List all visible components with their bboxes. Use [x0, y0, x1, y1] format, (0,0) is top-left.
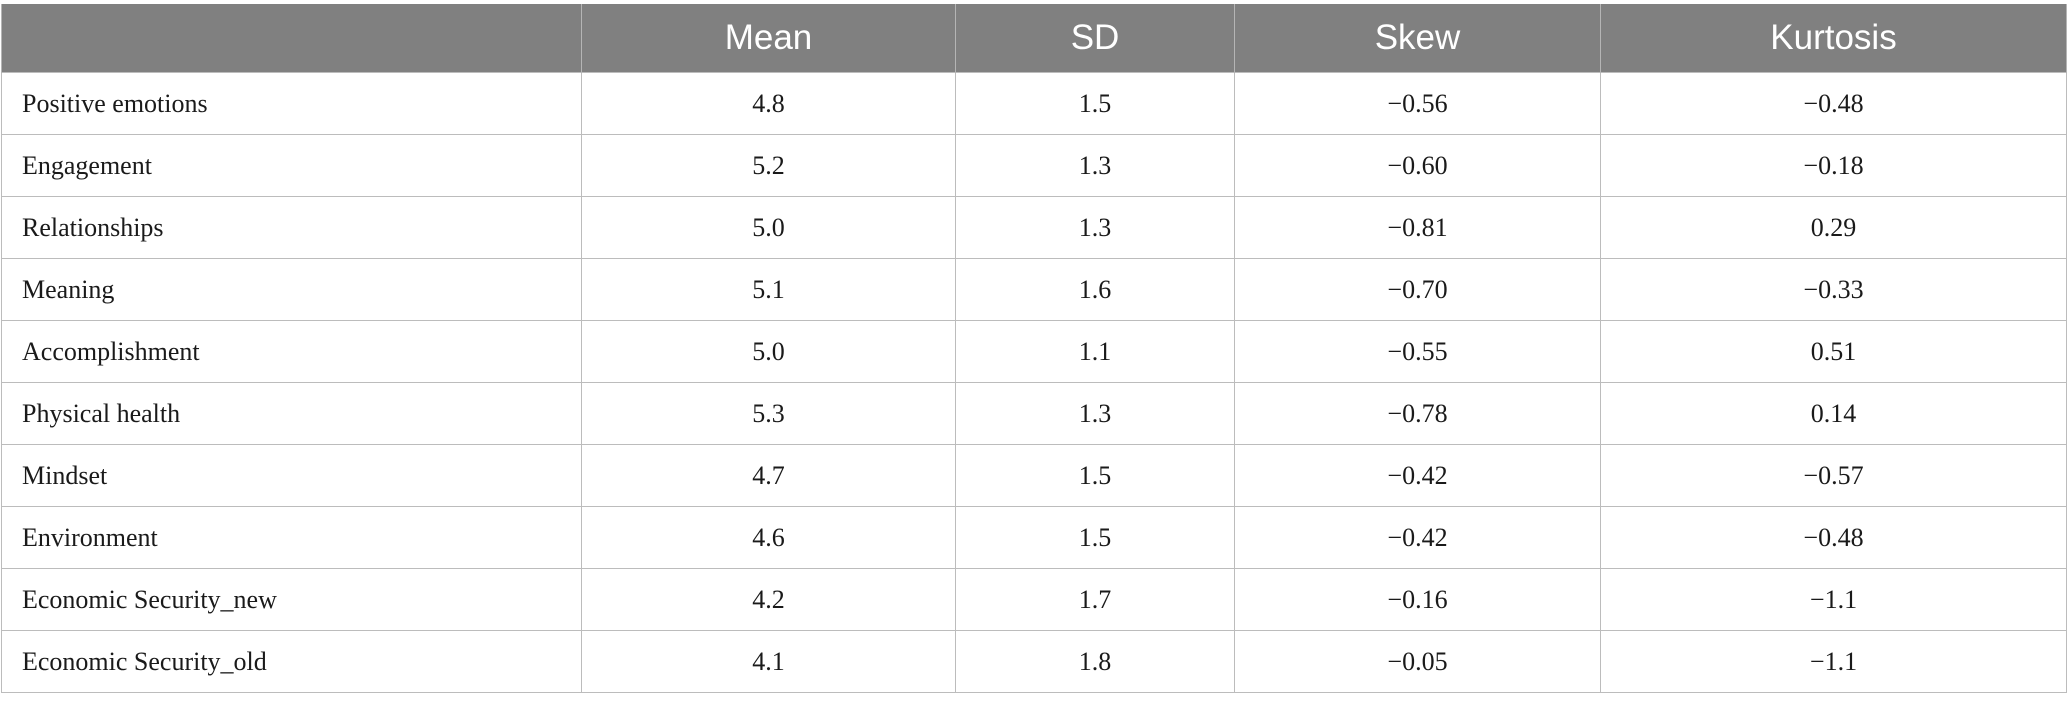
table-row: Mindset 4.7 1.5 −0.42 −0.57 — [1, 444, 2067, 507]
cell-kurtosis: −1.1 — [1600, 568, 2067, 631]
cell-mean: 4.7 — [581, 444, 956, 507]
cell-skew: −0.05 — [1234, 630, 1601, 693]
cell-sd: 1.5 — [955, 506, 1235, 569]
cell-mean: 4.2 — [581, 568, 956, 631]
cell-variable: Physical health — [1, 382, 582, 445]
cell-mean: 4.6 — [581, 506, 956, 569]
cell-sd: 1.7 — [955, 568, 1235, 631]
cell-variable: Relationships — [1, 196, 582, 259]
descriptive-statistics-table: Mean SD Skew Kurtosis Positive emotions 4… — [1, 4, 2067, 693]
table-row: Economic Security_old 4.1 1.8 −0.05 −1.1 — [1, 630, 2067, 693]
table-row: Economic Security_new 4.2 1.7 −0.16 −1.1 — [1, 568, 2067, 631]
cell-skew: −0.16 — [1234, 568, 1601, 631]
table-row: Physical health 5.3 1.3 −0.78 0.14 — [1, 382, 2067, 445]
cell-variable: Mindset — [1, 444, 582, 507]
cell-skew: −0.60 — [1234, 134, 1601, 197]
table-row: Relationships 5.0 1.3 −0.81 0.29 — [1, 196, 2067, 259]
cell-kurtosis: −1.1 — [1600, 630, 2067, 693]
cell-mean: 5.0 — [581, 196, 956, 259]
cell-mean: 5.1 — [581, 258, 956, 321]
header-cell-skew: Skew — [1234, 4, 1601, 73]
cell-variable: Economic Security_new — [1, 568, 582, 631]
cell-variable: Positive emotions — [1, 72, 582, 135]
cell-kurtosis: −0.57 — [1600, 444, 2067, 507]
cell-mean: 4.1 — [581, 630, 956, 693]
cell-sd: 1.5 — [955, 444, 1235, 507]
cell-skew: −0.42 — [1234, 444, 1601, 507]
header-row: Mean SD Skew Kurtosis — [1, 4, 2067, 73]
cell-skew: −0.56 — [1234, 72, 1601, 135]
cell-mean: 5.3 — [581, 382, 956, 445]
cell-variable: Accomplishment — [1, 320, 582, 383]
table-body: Positive emotions 4.8 1.5 −0.56 −0.48 Engagem… — [1, 72, 2067, 693]
cell-mean: 4.8 — [581, 72, 956, 135]
cell-kurtosis: 0.29 — [1600, 196, 2067, 259]
cell-kurtosis: 0.14 — [1600, 382, 2067, 445]
cell-sd: 1.1 — [955, 320, 1235, 383]
table-row: Engagement 5.2 1.3 −0.60 −0.18 — [1, 134, 2067, 197]
statistics-table-container: Mean SD Skew Kurtosis Positive emotions 4… — [1, 4, 2067, 693]
table-header: Mean SD Skew Kurtosis — [1, 4, 2067, 73]
cell-kurtosis: −0.48 — [1600, 506, 2067, 569]
header-cell-mean: Mean — [581, 4, 956, 73]
cell-mean: 5.2 — [581, 134, 956, 197]
cell-sd: 1.6 — [955, 258, 1235, 321]
cell-sd: 1.3 — [955, 196, 1235, 259]
cell-sd: 1.3 — [955, 134, 1235, 197]
cell-sd: 1.8 — [955, 630, 1235, 693]
cell-sd: 1.3 — [955, 382, 1235, 445]
cell-skew: −0.81 — [1234, 196, 1601, 259]
table-row: Accomplishment 5.0 1.1 −0.55 0.51 — [1, 320, 2067, 383]
cell-kurtosis: −0.48 — [1600, 72, 2067, 135]
cell-mean: 5.0 — [581, 320, 956, 383]
table-row: Positive emotions 4.8 1.5 −0.56 −0.48 — [1, 72, 2067, 135]
table-row: Environment 4.6 1.5 −0.42 −0.48 — [1, 506, 2067, 569]
cell-sd: 1.5 — [955, 72, 1235, 135]
cell-variable: Engagement — [1, 134, 582, 197]
cell-skew: −0.55 — [1234, 320, 1601, 383]
cell-skew: −0.78 — [1234, 382, 1601, 445]
cell-variable: Environment — [1, 506, 582, 569]
cell-kurtosis: 0.51 — [1600, 320, 2067, 383]
header-cell-sd: SD — [955, 4, 1235, 73]
cell-kurtosis: −0.33 — [1600, 258, 2067, 321]
cell-variable: Meaning — [1, 258, 582, 321]
cell-kurtosis: −0.18 — [1600, 134, 2067, 197]
cell-skew: −0.70 — [1234, 258, 1601, 321]
header-cell-kurtosis: Kurtosis — [1600, 4, 2067, 73]
cell-skew: −0.42 — [1234, 506, 1601, 569]
cell-variable: Economic Security_old — [1, 630, 582, 693]
table-row: Meaning 5.1 1.6 −0.70 −0.33 — [1, 258, 2067, 321]
header-cell-variable — [1, 4, 582, 73]
